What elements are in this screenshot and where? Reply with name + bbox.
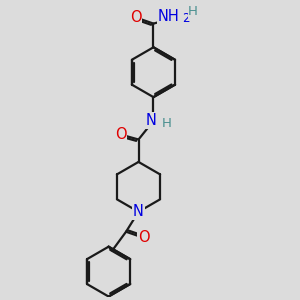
Text: O: O <box>130 10 141 25</box>
Text: NH: NH <box>158 9 180 24</box>
Text: H: H <box>188 4 198 17</box>
Text: 2: 2 <box>182 12 190 25</box>
Text: O: O <box>115 127 126 142</box>
Text: H: H <box>161 117 171 130</box>
Text: O: O <box>138 230 150 245</box>
Text: N: N <box>133 204 144 219</box>
Text: N: N <box>145 113 156 128</box>
